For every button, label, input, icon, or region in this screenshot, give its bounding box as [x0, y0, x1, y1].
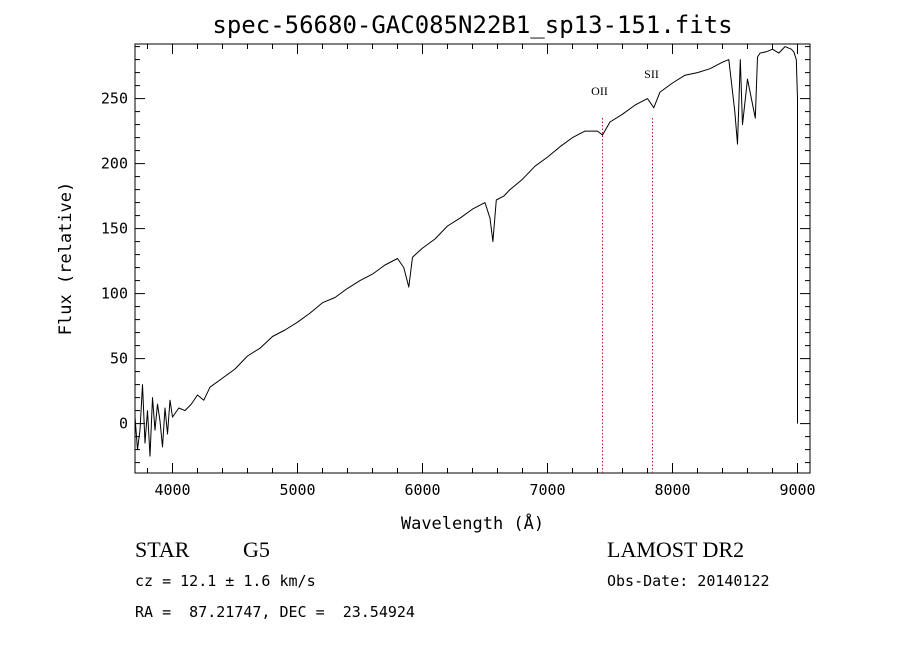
y-tick-label: 150: [101, 220, 128, 238]
x-tick-label: 6000: [404, 481, 440, 499]
object-subclass: G5: [243, 537, 270, 562]
spectrum-line: [134, 46, 798, 457]
y-axis-label: Flux (relative): [56, 182, 76, 336]
y-tick-label: 50: [110, 350, 128, 368]
spectral-line-label: SII: [644, 67, 659, 81]
plot-frame: [134, 43, 811, 474]
y-tick-label: 250: [101, 90, 128, 108]
obs-date-text: Obs-Date: 20140122: [607, 572, 770, 590]
redshift-text: cz = 12.1 ± 1.6 km/s: [135, 572, 316, 590]
survey-label: LAMOST DR2: [607, 537, 745, 562]
y-tick-label: 0: [119, 415, 128, 433]
x-tick-label: 5000: [279, 481, 315, 499]
x-axis-label: Wavelength (Å): [401, 512, 544, 534]
ra-dec-text: RA = 87.21747, DEC = 23.54924: [135, 603, 415, 621]
x-tick-label: 9000: [779, 481, 815, 499]
x-tick-label: 7000: [529, 481, 565, 499]
chart-title: spec-56680-GAC085N22B1_sp13-151.fits: [212, 11, 732, 39]
object-class: STAR: [135, 537, 190, 562]
y-tick-label: 100: [101, 285, 128, 303]
x-tick-label: 8000: [654, 481, 690, 499]
spectral-line-label: OII: [591, 84, 608, 98]
x-tick-label: 4000: [154, 481, 190, 499]
y-tick-label: 200: [101, 155, 128, 173]
